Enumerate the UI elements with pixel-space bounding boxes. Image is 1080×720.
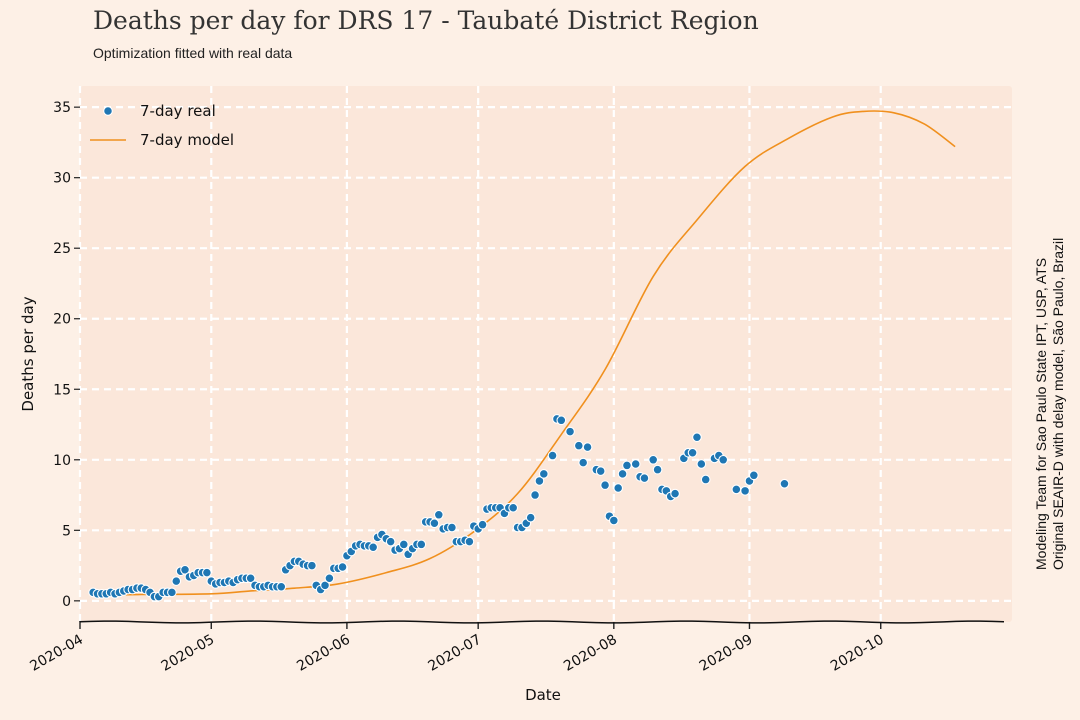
real-point [740, 485, 750, 496]
real-point [429, 518, 440, 529]
real-point [595, 466, 606, 476]
real-point [477, 519, 488, 530]
x-tick-label: 2020-08 [561, 632, 620, 675]
y-tick-label: 10 [53, 453, 71, 469]
real-point [534, 476, 545, 486]
real-point [630, 459, 641, 469]
real-point [180, 564, 190, 575]
real-point [245, 573, 256, 584]
real-point [307, 560, 317, 571]
real-point [508, 502, 519, 513]
points-layer [88, 414, 790, 602]
y-tick-label: 15 [53, 382, 71, 398]
real-point [622, 460, 632, 471]
real-point [700, 474, 711, 485]
x-tick-label: 2020-05 [159, 632, 218, 675]
real-point [530, 490, 540, 500]
real-point [718, 454, 729, 465]
legend-model-label: 7-day model [140, 131, 234, 149]
real-point [578, 457, 589, 468]
real-point [320, 580, 330, 591]
x-axis: 2020-04 2020-05 2020-06 2020-07 2020-08 2020-… [27, 620, 1005, 675]
real-point [600, 480, 610, 491]
x-tick-label: 2020-07 [426, 632, 485, 675]
real-point [538, 469, 549, 479]
x-tick-label: 2020-04 [27, 632, 86, 675]
real-point [416, 539, 427, 550]
real-point [556, 415, 567, 426]
real-point [385, 536, 396, 547]
real-point [337, 562, 348, 572]
y-axis: 0 5 10 15 20 25 30 35 [53, 100, 80, 610]
real-point [447, 522, 457, 533]
x-axis-label: Date [525, 686, 561, 704]
x-tick-label: 2020-06 [294, 632, 353, 675]
real-point [547, 450, 558, 461]
real-point [276, 581, 287, 592]
real-point [433, 509, 444, 520]
y-tick-label: 0 [62, 594, 71, 610]
real-point [617, 469, 628, 479]
real-point [652, 464, 663, 475]
real-point [748, 470, 759, 481]
real-point [398, 539, 409, 550]
real-point [692, 432, 702, 443]
legend-real-label: 7-day real [140, 102, 216, 120]
real-point [573, 440, 584, 451]
real-point [324, 573, 335, 584]
real-point [639, 473, 650, 483]
real-point [167, 587, 177, 598]
real-point [779, 478, 790, 489]
real-point [687, 447, 698, 458]
y-tick-label: 35 [53, 100, 71, 116]
real-point [464, 536, 475, 547]
real-point [368, 542, 379, 553]
legend: 7-day real 7-day model [90, 102, 234, 149]
real-point [565, 426, 575, 437]
plot-area [80, 86, 1012, 622]
real-point [731, 484, 742, 495]
y-axis-label: Deaths per day [19, 296, 37, 411]
real-point [582, 442, 593, 452]
real-point [670, 488, 680, 499]
y-tick-label: 30 [53, 171, 71, 187]
real-point [696, 459, 707, 469]
real-point [171, 576, 182, 586]
real-point [608, 515, 619, 526]
real-point [525, 512, 536, 523]
y-tick-label: 25 [53, 241, 71, 257]
y-tick-label: 20 [53, 312, 71, 328]
x-tick-label: 2020-09 [697, 632, 756, 675]
real-point [613, 483, 624, 493]
x-tick-label: 2020-10 [828, 632, 887, 675]
chart-title: Deaths per day for DRS 17 - Taubaté Dist… [93, 6, 759, 35]
chart-subtitle: Optimization fitted with real data [93, 45, 293, 61]
real-point [648, 454, 659, 465]
real-point [202, 567, 212, 578]
legend-real-marker [103, 106, 113, 116]
x-axis-line [79, 620, 1005, 624]
y-tick-label: 5 [62, 523, 71, 539]
